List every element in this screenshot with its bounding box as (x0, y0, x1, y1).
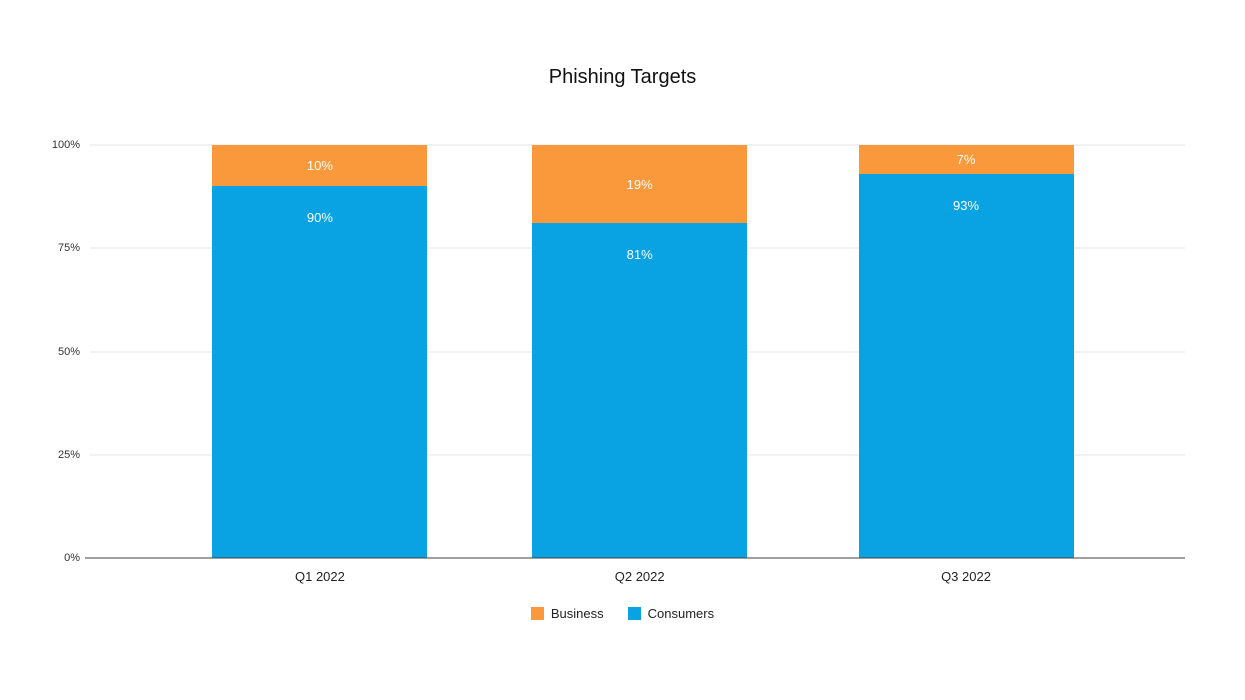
y-tick-label: 50% (57, 345, 80, 358)
bar-group: 81% 19% (532, 145, 748, 558)
bar-group: 93% 7% (858, 145, 1074, 558)
segment-value-label: 81% (626, 247, 653, 263)
legend-label: Business (550, 606, 604, 621)
legend-item-consumers: Consumers (627, 606, 715, 621)
y-tick-label: 100% (51, 139, 80, 151)
bar-segment-consumers: 90% (212, 186, 428, 558)
x-axis-label: Q1 2022 (295, 569, 345, 584)
segment-value-label: 19% (626, 176, 653, 192)
segment-value-label: 7% (956, 151, 976, 167)
bar-segment-consumers: 93% (858, 173, 1074, 558)
segment-value-label: 93% (952, 197, 980, 213)
legend-label: Consumers (647, 606, 715, 621)
bar-segment-business: 7% (858, 145, 1074, 174)
chart-title: Phishing Targets (548, 66, 697, 88)
x-axis-label: Q3 2022 (941, 569, 991, 584)
y-tick-label: 25% (57, 448, 80, 461)
y-tick-label: 0% (64, 552, 80, 564)
bar-segment-consumers: 81% (532, 223, 748, 558)
gridline (90, 144, 1185, 146)
legend-swatch (627, 607, 641, 620)
bar-segment-business: 19% (532, 145, 748, 224)
segment-value-label: 90% (306, 210, 333, 226)
segment-value-label: 10% (306, 158, 333, 174)
bar-segment-business: 10% (212, 145, 428, 187)
legend-item-business: Business (530, 606, 604, 621)
plot-area: 0% 25% 50% 75% 100% 90% 10% Q1 2022 81% 19% Q2 202… (52, 139, 1185, 584)
legend: Business Consumers (0, 606, 1245, 621)
bar-group: 90% 10% (212, 145, 428, 558)
x-axis-label: Q2 2022 (614, 569, 665, 584)
legend-swatch (530, 607, 544, 620)
y-tick-label: 75% (57, 242, 80, 255)
x-axis-baseline (85, 557, 1185, 559)
